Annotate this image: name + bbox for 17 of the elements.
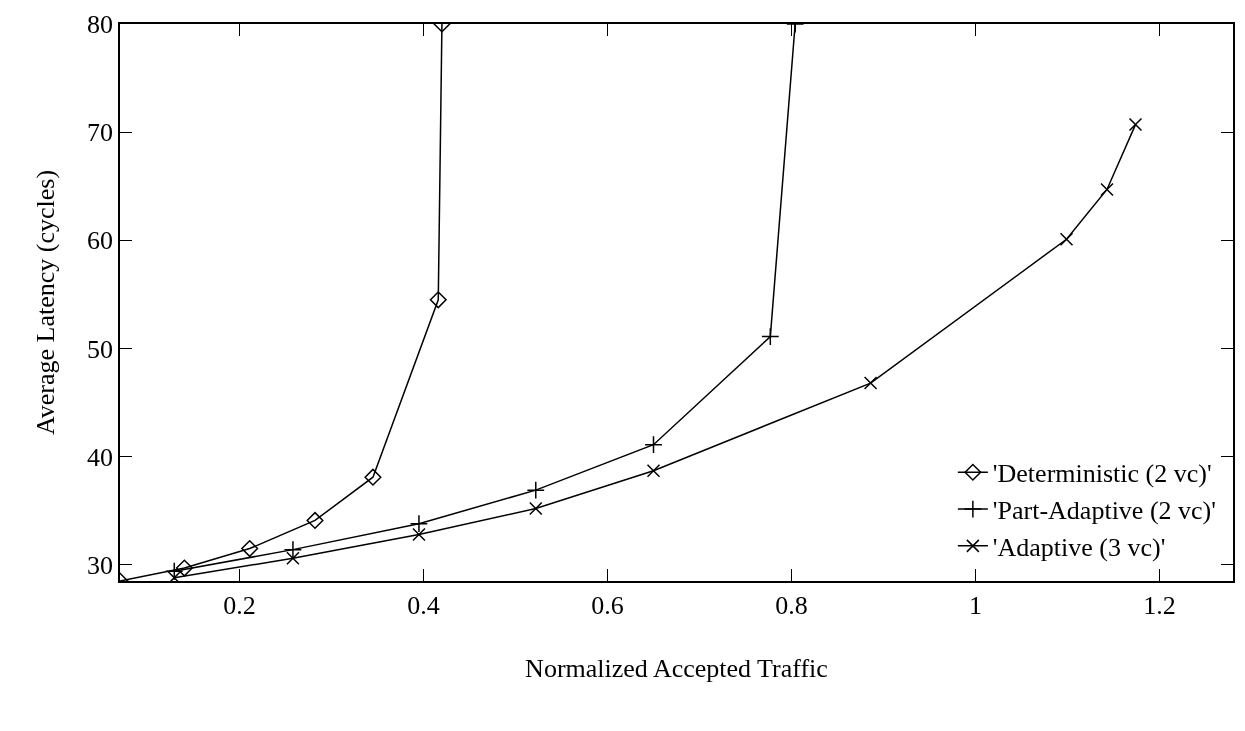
y-tick-label: 60 [87, 226, 114, 256]
x-tick-label: 0.4 [407, 590, 440, 620]
y-axis-title: Average Latency (cycles) [30, 169, 60, 436]
legend-label: 'Part-Adaptive (2 vc)' [992, 496, 1216, 526]
y-tick-label: 50 [87, 334, 114, 364]
legend-label: 'Deterministic (2 vc)' [992, 459, 1212, 489]
y-tick-label: 80 [87, 10, 114, 40]
legend-label: 'Adaptive (3 vc)' [992, 533, 1166, 562]
x-tick-label: 1 [968, 590, 982, 620]
y-tick-label: 70 [87, 118, 114, 148]
x-tick-label: 0.8 [775, 590, 808, 620]
y-tick-label: 30 [87, 550, 114, 580]
x-axis-title: Normalized Accepted Traffic [525, 654, 828, 684]
x-tick-label: 0.2 [223, 590, 256, 620]
y-tick-label: 40 [87, 442, 114, 472]
x-tick-label: 1.2 [1143, 590, 1176, 620]
x-tick-label: 0.6 [591, 590, 624, 620]
